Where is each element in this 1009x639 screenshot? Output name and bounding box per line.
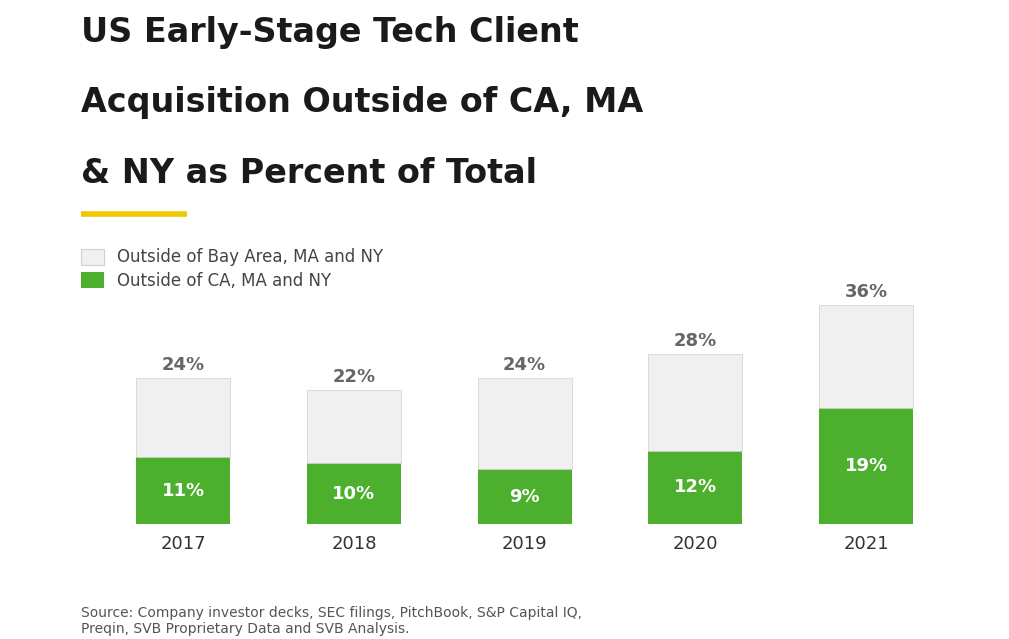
- Text: Acquisition Outside of CA, MA: Acquisition Outside of CA, MA: [81, 86, 643, 119]
- Text: 12%: 12%: [674, 479, 717, 497]
- Bar: [136, 457, 230, 524]
- Text: 22%: 22%: [332, 369, 375, 387]
- Bar: [307, 463, 401, 524]
- Text: 10%: 10%: [332, 484, 375, 502]
- Bar: [649, 353, 743, 451]
- Bar: [477, 378, 572, 469]
- Text: 36%: 36%: [845, 283, 888, 301]
- Text: Source: Company investor decks, SEC filings, PitchBook, S&P Capital IQ,
Preqin, : Source: Company investor decks, SEC fili…: [81, 606, 582, 636]
- Text: 19%: 19%: [845, 457, 888, 475]
- Bar: [136, 378, 230, 457]
- Text: US Early-Stage Tech Client: US Early-Stage Tech Client: [81, 16, 578, 49]
- Text: 11%: 11%: [161, 482, 205, 500]
- Bar: [307, 390, 401, 463]
- Bar: [819, 305, 913, 408]
- Bar: [649, 451, 743, 524]
- Text: 9%: 9%: [510, 488, 540, 505]
- Bar: [477, 469, 572, 524]
- Bar: [819, 408, 913, 524]
- Legend: Outside of Bay Area, MA and NY, Outside of CA, MA and NY: Outside of Bay Area, MA and NY, Outside …: [74, 242, 390, 296]
- Text: 24%: 24%: [503, 357, 546, 374]
- Text: 28%: 28%: [674, 332, 717, 350]
- Text: & NY as Percent of Total: & NY as Percent of Total: [81, 157, 537, 190]
- Text: 24%: 24%: [161, 357, 205, 374]
